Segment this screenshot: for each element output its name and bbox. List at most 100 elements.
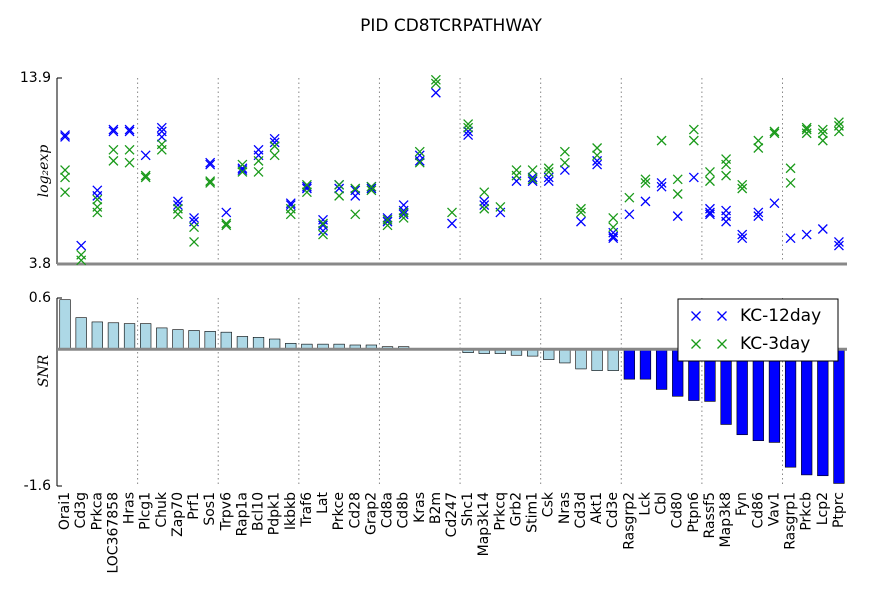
point [269,141,280,152]
point [189,236,200,247]
point [817,128,828,139]
point [140,150,151,161]
point [543,163,554,174]
bar [623,348,635,380]
point [608,231,619,242]
x-tick-label: Fyn [734,492,750,516]
point [253,166,264,177]
x-tick-label: Cbl [654,492,670,515]
point [108,155,119,166]
y-tick-label: 0.6 [29,290,51,306]
point [688,172,699,183]
point [398,205,409,216]
point [172,209,183,220]
point [237,163,248,174]
x-tick-label: Cd247 [444,492,460,537]
point [769,128,780,139]
legend-marker [691,311,701,321]
point [269,133,280,144]
bar [91,321,103,350]
x-tick-label: Vav1 [766,492,782,526]
x-tick-label: Ikbkb [283,492,299,530]
point [156,131,167,142]
point [656,178,667,188]
x-tick-label: Rasgrp1 [783,492,799,550]
point [576,203,586,214]
x-tick-label: Traf6 [299,492,315,528]
x-tick-label: Kras [412,492,428,523]
point [92,194,103,205]
point [495,201,506,212]
point [140,172,151,183]
point [592,143,603,153]
y-tick-label: 13.9 [20,70,51,86]
point [817,124,828,135]
bar [252,337,265,350]
point [334,183,345,194]
bar [639,348,652,380]
x-tick-label: Cd28 [347,492,363,528]
point [60,131,71,142]
point [672,211,683,222]
y-axis-label: SNR [36,354,52,387]
point [785,178,796,188]
x-tick-label: Map3k8 [718,492,734,547]
point [156,144,167,155]
point [301,179,312,190]
x-tick-label: B2m [428,492,444,524]
point [366,181,377,192]
bar [575,348,587,370]
point [817,224,828,234]
point [624,209,635,220]
point [269,137,280,148]
x-tick-label: Zap70 [170,492,186,537]
point [543,166,554,177]
x-tick-label: Cd8b [396,492,412,529]
point [527,172,538,183]
point [559,146,570,157]
point [479,187,490,198]
point [318,218,328,229]
x-tick-label: Cd3e [605,492,621,528]
point [592,159,603,170]
point [576,216,586,227]
y-tick-label: -1.6 [24,478,51,494]
x-tick-label: Pdpk1 [267,492,283,535]
x-tick-label: Map3k14 [476,492,492,556]
bar [801,348,813,476]
point [414,155,425,166]
point [172,200,183,211]
x-tick-label: Hras [122,492,138,524]
point [527,174,538,185]
x-tick-label: Cd3d [573,492,589,528]
point [124,126,135,137]
x-tick-label: Prkcq [492,492,508,531]
point [801,124,812,135]
point [672,189,683,199]
point [76,240,87,251]
point [221,207,232,218]
bar [752,348,764,442]
point [398,213,409,223]
point [785,163,796,174]
point [463,119,474,129]
point [479,200,490,211]
point [221,218,232,229]
point [511,170,522,181]
point [205,159,216,170]
point [172,196,183,207]
bar [123,323,136,350]
x-tick-label: Shc1 [460,492,476,526]
bar [543,348,555,360]
bar [107,322,120,350]
point [60,130,71,141]
point [334,190,345,201]
point [430,87,441,98]
point [398,209,409,220]
point [124,124,135,135]
point [753,135,764,146]
point [108,124,119,135]
bar [559,348,571,364]
bar [172,329,184,350]
point [559,165,570,176]
